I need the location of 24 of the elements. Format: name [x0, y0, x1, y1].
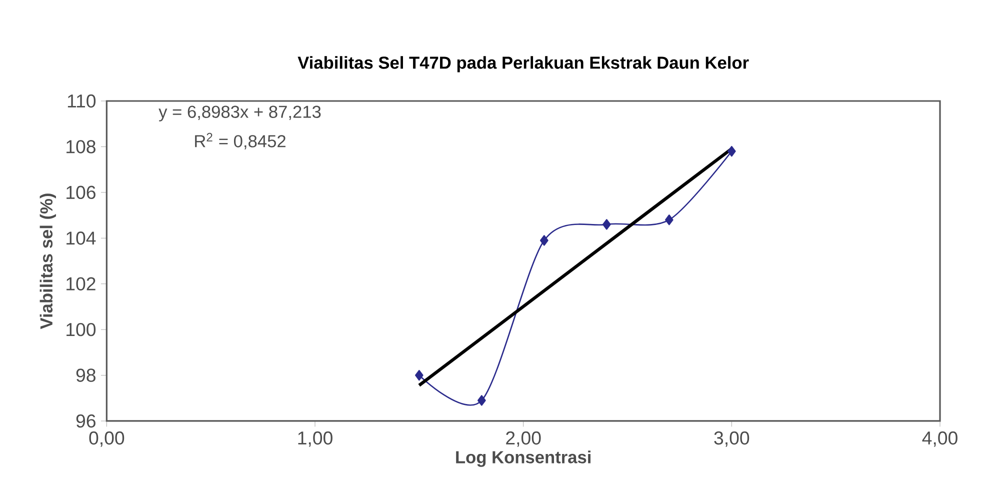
- x-tick-label: 4,00: [922, 431, 958, 447]
- annotation: R$^{2}$ = 0,8452: [195, 132, 286, 150]
- y-tick-label: 98: [76, 368, 96, 382]
- chart-title: Viabilitas Sel T47D pada Perlakuan Ekstrak Daun Kelor: [298, 56, 749, 72]
- annotation: y = 6,8983x + 87,213: [158, 106, 321, 122]
- point: [478, 395, 486, 406]
- point: [540, 235, 548, 246]
- point: [602, 219, 611, 230]
- x-tick-label: 2,00: [506, 431, 541, 447]
- y-axis-title: Viabilitas sel (%): [40, 194, 56, 330]
- point: [415, 370, 424, 381]
- point: [665, 214, 674, 226]
- y-tick-label: 108: [66, 140, 96, 154]
- x-tick-label: 0,00: [89, 431, 124, 447]
- x-tick-label: 3,00: [714, 431, 750, 447]
- y-tick-label: 104: [66, 232, 96, 245]
- x-tick-label: 1,00: [298, 431, 332, 447]
- y-tick-label: 110: [68, 94, 96, 108]
- y-tick-label: 106: [66, 186, 96, 200]
- point: [727, 146, 736, 157]
- y-tick-label: 102: [66, 277, 96, 290]
- x-axis-title: Log Konsentrasi: [456, 450, 590, 467]
- y-tick-label: 96: [76, 414, 96, 428]
- y-tick-label: 100: [66, 322, 96, 336]
